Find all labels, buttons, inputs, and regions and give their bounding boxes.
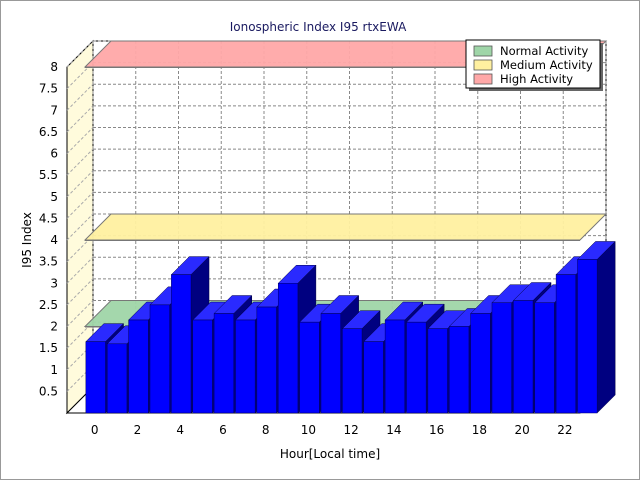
y-tick-label: 5 — [50, 190, 58, 204]
band-2 — [83, 213, 608, 241]
bar-front — [448, 326, 470, 414]
bar-front — [235, 319, 256, 414]
bar-front — [192, 319, 213, 414]
y-tick-label: 1 — [50, 363, 58, 377]
bar-front — [470, 313, 491, 414]
bar-front — [128, 319, 149, 414]
bar-front — [491, 302, 512, 414]
y-tick-label: 2 — [50, 320, 58, 334]
bar-front — [513, 300, 534, 414]
bar-side — [596, 240, 616, 414]
legend-label: Medium Activity — [500, 58, 593, 72]
y-tick-label: 4 — [50, 233, 58, 247]
bar-front — [555, 274, 577, 414]
x-tick-label: 14 — [386, 423, 401, 437]
band-edge-3 — [85, 67, 580, 68]
x-tick-label: 22 — [557, 423, 572, 437]
x-tick-label: 12 — [344, 423, 359, 437]
y-tick-label: 2.5 — [39, 298, 58, 312]
y-tick-label: 6 — [50, 147, 58, 161]
x-tick-labels: 0 2 4 6 8 10 12 14 16 18 20 22 — [91, 423, 573, 437]
bar-front — [342, 328, 363, 414]
x-tick-label: 16 — [429, 423, 444, 437]
y-tick-label: 8 — [50, 60, 58, 74]
bar-front — [534, 302, 555, 414]
bar-front — [149, 304, 170, 414]
x-tick-label: 4 — [176, 423, 184, 437]
x-tick-label: 6 — [219, 423, 227, 437]
bar-front — [85, 341, 106, 414]
gridline-side — [66, 105, 94, 133]
gridline-side — [66, 83, 94, 111]
bar-front — [106, 343, 128, 414]
y-tick-label: 7.5 — [39, 82, 58, 96]
bar-front — [256, 306, 277, 414]
y-tick-label: 7 — [50, 103, 58, 117]
y-tick-label: 3 — [50, 276, 58, 290]
x-tick-label: 0 — [91, 423, 99, 437]
gridline-side — [66, 127, 94, 154]
y-axis-label: I95 Index — [20, 212, 34, 268]
bar-series — [85, 240, 616, 414]
gridline-side — [66, 256, 94, 284]
bar-front — [577, 259, 598, 414]
bar-front — [427, 328, 448, 414]
gridline-side — [66, 148, 94, 176]
bar-front — [406, 321, 427, 414]
gridline-side — [66, 170, 94, 198]
y-tick-label: 1.5 — [39, 341, 58, 355]
x-tick-label: 20 — [515, 423, 530, 437]
y-tick-label: 3.5 — [39, 255, 58, 269]
bar-front — [277, 283, 299, 414]
gridline-side — [66, 278, 94, 306]
x-tick-label: 10 — [301, 423, 316, 437]
gridline-side — [66, 300, 94, 327]
y-tick-label: 0.5 — [39, 384, 58, 398]
x-tick-label: 8 — [262, 423, 270, 437]
bar-front — [384, 319, 406, 414]
gridline-side — [66, 213, 94, 241]
chart-title: Ionospheric Index I95 rtxEWA — [230, 20, 407, 34]
bar-front — [213, 313, 235, 414]
legend-swatch — [473, 45, 493, 57]
x-tick-label: 18 — [472, 423, 487, 437]
gridline-side — [66, 192, 94, 219]
legend-swatch — [473, 73, 493, 85]
legend-label: High Activity — [500, 72, 573, 86]
bar-front — [320, 313, 341, 414]
x-tick-label: 2 — [134, 423, 142, 437]
y-tick-labels: 0.5 1 1.5 2 2.5 3 3.5 4 4.5 5 5.5 6 6.5 7 7.5 8 — [39, 60, 58, 398]
y-tick-label: 6.5 — [39, 125, 58, 139]
bar-front — [299, 321, 320, 414]
x-axis-label: Hour[Local time] — [280, 447, 380, 461]
bar-front — [171, 274, 192, 414]
bar — [576, 240, 616, 414]
legend-swatch — [473, 59, 493, 71]
bar-front — [363, 341, 384, 414]
legend-label: Normal Activity — [500, 44, 588, 58]
gridline-side — [66, 40, 94, 68]
band-edge-2 — [85, 240, 580, 241]
y-tick-label: 5.5 — [39, 168, 58, 182]
y-tick-label: 4.5 — [39, 211, 58, 225]
